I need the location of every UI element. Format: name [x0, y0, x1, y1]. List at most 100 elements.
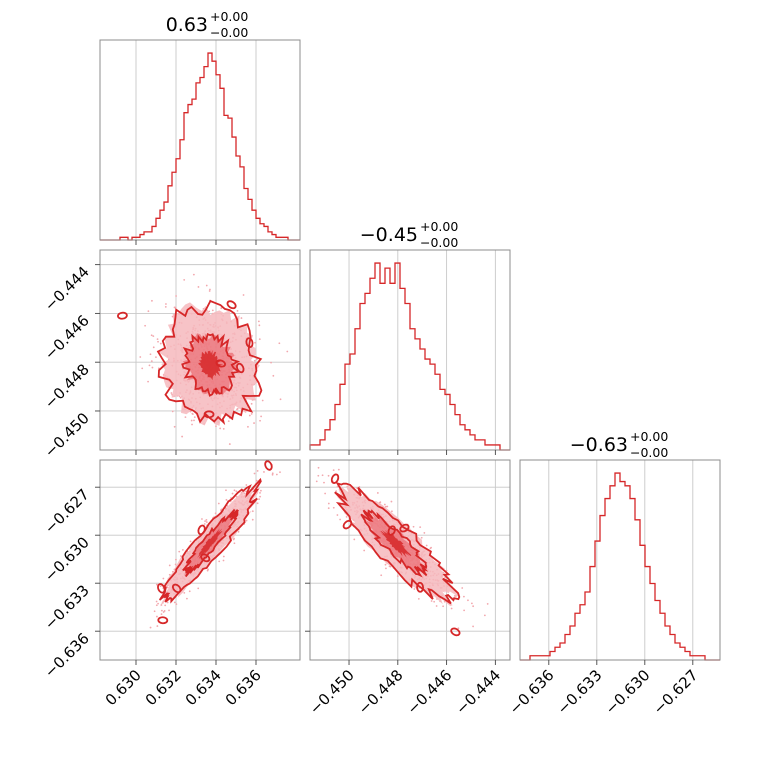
sample-point — [259, 419, 261, 422]
sample-point — [215, 425, 217, 428]
sample-point — [250, 402, 253, 405]
contour-line-outer — [334, 481, 461, 605]
sample-point — [271, 472, 274, 475]
contour-island — [387, 525, 396, 536]
sample-point — [247, 425, 249, 428]
sample-point — [164, 604, 167, 607]
parameter-title: 0.63 — [166, 14, 208, 36]
sample-point — [155, 600, 158, 603]
sample-point — [150, 360, 153, 363]
x-tick-label: −0.630 — [602, 666, 654, 718]
sample-point — [151, 299, 153, 302]
sample-point — [483, 614, 486, 617]
sample-point — [175, 558, 177, 561]
y-tick-label: −0.636 — [41, 629, 93, 681]
density-layer — [301, 452, 489, 637]
sample-point — [209, 288, 211, 291]
sample-point — [168, 573, 171, 576]
grid-lines — [135, 40, 257, 240]
sample-point — [419, 526, 422, 529]
sample-point — [173, 601, 176, 604]
sample-point — [222, 428, 225, 430]
sample-point — [251, 510, 254, 513]
sample-point — [396, 575, 399, 577]
sample-point — [363, 549, 366, 552]
parameter-title: −0.63 — [570, 434, 628, 456]
sample-point — [420, 536, 423, 539]
sample-point — [178, 550, 181, 553]
y-tick-label: −0.627 — [41, 485, 93, 537]
sample-point — [181, 548, 184, 551]
sample-point — [286, 350, 289, 353]
sample-point — [271, 473, 274, 476]
sample-point — [315, 452, 317, 454]
contour-island — [171, 583, 182, 594]
sample-point — [336, 485, 339, 488]
sample-point — [258, 338, 261, 341]
sample-point — [256, 470, 259, 472]
x-ticks — [135, 240, 257, 245]
contour-island — [245, 337, 254, 349]
sample-point — [467, 599, 469, 602]
x-tick-label: −0.450 — [306, 666, 358, 718]
sample-point — [332, 469, 335, 471]
title-lower-error: −0.00 — [210, 25, 248, 40]
sample-point — [306, 479, 308, 481]
sample-point — [193, 416, 196, 419]
sample-point — [353, 538, 356, 541]
sample-point — [383, 503, 386, 506]
y-tick-label: −0.630 — [41, 533, 93, 585]
grid-lines — [348, 250, 496, 450]
sample-point — [225, 489, 227, 492]
sample-point — [260, 415, 263, 418]
density-layer — [117, 273, 289, 445]
scatter-panel-1-2: −0.450−0.448−0.446−0.444 — [41, 249, 301, 461]
sample-point — [155, 583, 158, 586]
sample-point — [203, 523, 206, 525]
sample-point — [222, 555, 225, 558]
sample-point — [159, 342, 162, 345]
sample-point — [435, 605, 438, 607]
sample-point — [178, 395, 181, 398]
y-tick-label: −0.450 — [41, 409, 93, 461]
sample-point — [260, 489, 262, 492]
sample-point — [236, 408, 238, 411]
histogram-panel-2: −0.45 +0.00−0.00 — [309, 219, 511, 455]
sample-point — [270, 361, 272, 364]
sample-point — [278, 342, 281, 345]
sample-point — [155, 356, 157, 359]
sample-point — [141, 367, 144, 370]
contour-island — [416, 581, 424, 593]
sample-point — [389, 565, 392, 568]
sample-point — [148, 364, 151, 367]
contour-line-inner — [360, 509, 429, 578]
sample-point — [222, 559, 225, 562]
sample-point — [151, 366, 154, 369]
sample-point — [323, 481, 325, 484]
sample-point — [253, 472, 256, 475]
sample-point — [183, 278, 186, 281]
sample-point — [152, 346, 155, 349]
sample-point — [228, 443, 231, 445]
sample-point — [327, 507, 330, 510]
sample-point — [425, 544, 428, 547]
sample-point — [301, 475, 303, 477]
contour-line-inner — [182, 508, 239, 578]
sample-point — [232, 538, 235, 541]
sample-point — [226, 505, 229, 507]
histogram-panel-3: −0.636−0.633−0.630−0.627 −0.63 +0.00−0.00 — [506, 429, 721, 718]
grid-lines — [548, 460, 694, 660]
histogram-panel-1: 0.63 +0.00−0.00 — [99, 9, 301, 245]
density-core — [196, 528, 223, 559]
sample-point — [251, 518, 254, 521]
scatter-panel-1-3: 0.6300.6320.6340.636−0.636−0.633−0.630−0… — [41, 459, 301, 709]
sample-point — [156, 338, 159, 341]
scatter-panel-2-3: −0.450−0.448−0.446−0.444 — [301, 452, 511, 718]
x-tick-label: −0.446 — [403, 666, 455, 718]
x-tick-label: −0.444 — [452, 666, 504, 718]
sample-point — [162, 577, 165, 580]
sample-point — [197, 587, 200, 590]
y-tick-label: −0.448 — [41, 360, 93, 412]
sample-point — [279, 471, 281, 474]
